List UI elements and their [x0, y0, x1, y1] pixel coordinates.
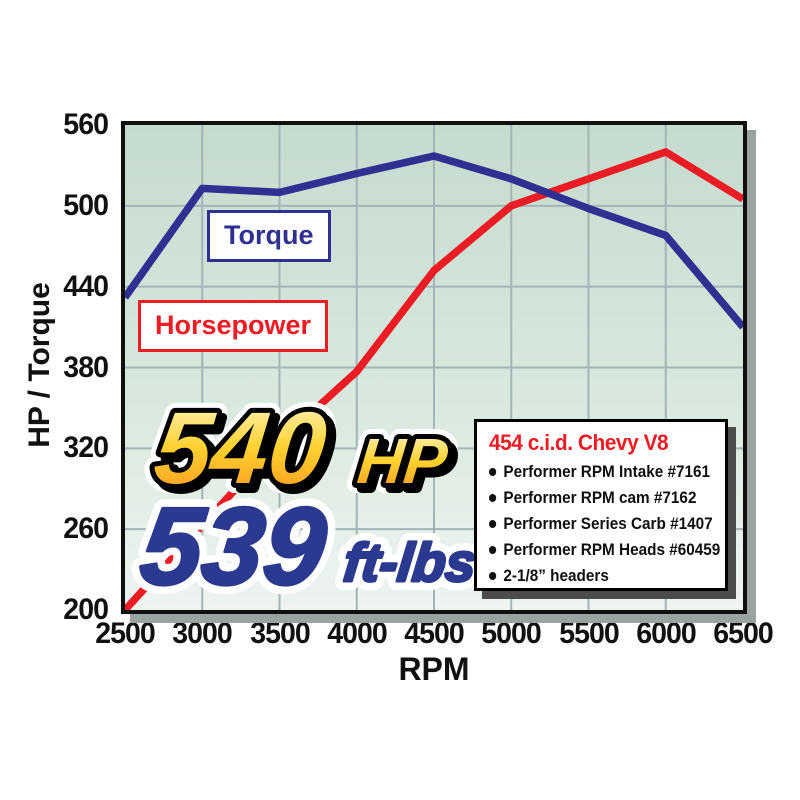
- x-tick-label: 4500: [404, 617, 465, 650]
- y-tick-label: 560: [63, 108, 109, 141]
- engine-spec-title: 454 c.i.d. Chevy V8: [489, 430, 669, 455]
- svg-text:540: 540: [149, 390, 331, 505]
- x-tick-label: 3000: [172, 617, 233, 650]
- x-axis-title: RPM: [398, 651, 470, 687]
- engine-spec-item: Performer RPM cam #7162: [489, 485, 696, 511]
- peak-horsepower-callout: 540 HP 540 HP 540 HP: [139, 380, 460, 515]
- x-tick-label: 4000: [326, 617, 388, 650]
- torque-series-label: Torque: [207, 210, 331, 262]
- y-tick-label: 440: [63, 269, 109, 303]
- horsepower-curve: [125, 148, 743, 610]
- x-tick-label: 5500: [558, 617, 620, 650]
- y-tick-label: 260: [63, 512, 109, 546]
- torque-curve: [125, 152, 743, 330]
- svg-text:HP: HP: [354, 425, 451, 497]
- svg-text:ft-lbs: ft-lbs: [341, 533, 479, 593]
- y-tick-label: 500: [63, 188, 109, 222]
- x-tick-label: 6000: [635, 617, 697, 650]
- svg-text:539: 539: [135, 485, 331, 608]
- svg-text:540: 540: [149, 390, 331, 505]
- peak-torque-callout: 539 ft-lbs 539 ft-lbs: [126, 476, 488, 617]
- svg-text:HP: HP: [354, 425, 451, 497]
- engine-spec-list: Performer RPM Intake #7161 Performer RPM …: [489, 459, 720, 589]
- x-tick-label: 2500: [95, 617, 156, 650]
- engine-spec-item: Performer RPM Intake #7161: [489, 459, 710, 485]
- horsepower-series-label: Horsepower: [138, 300, 329, 352]
- engine-spec-item: Performer RPM Heads #60459: [489, 537, 720, 563]
- svg-text:539: 539: [135, 485, 331, 608]
- y-tick-label: 200: [63, 593, 109, 626]
- x-tick-label: 5000: [481, 617, 542, 650]
- y-tick-label: 380: [63, 350, 109, 384]
- engine-spec-box: 454 c.i.d. Chevy V8 Performer RPM Intake…: [474, 419, 728, 591]
- engine-spec-item: Performer Series Carb #1407: [489, 511, 712, 537]
- engine-spec-item: 2-1/8” headers: [489, 563, 692, 589]
- svg-text:ft-lbs: ft-lbs: [341, 533, 479, 593]
- y-tick-label: 320: [63, 431, 109, 465]
- x-tick-label: 3500: [249, 617, 311, 650]
- x-tick-label: 6500: [713, 617, 774, 650]
- svg-text:540: 540: [154, 395, 336, 510]
- svg-text:HP: HP: [359, 430, 456, 502]
